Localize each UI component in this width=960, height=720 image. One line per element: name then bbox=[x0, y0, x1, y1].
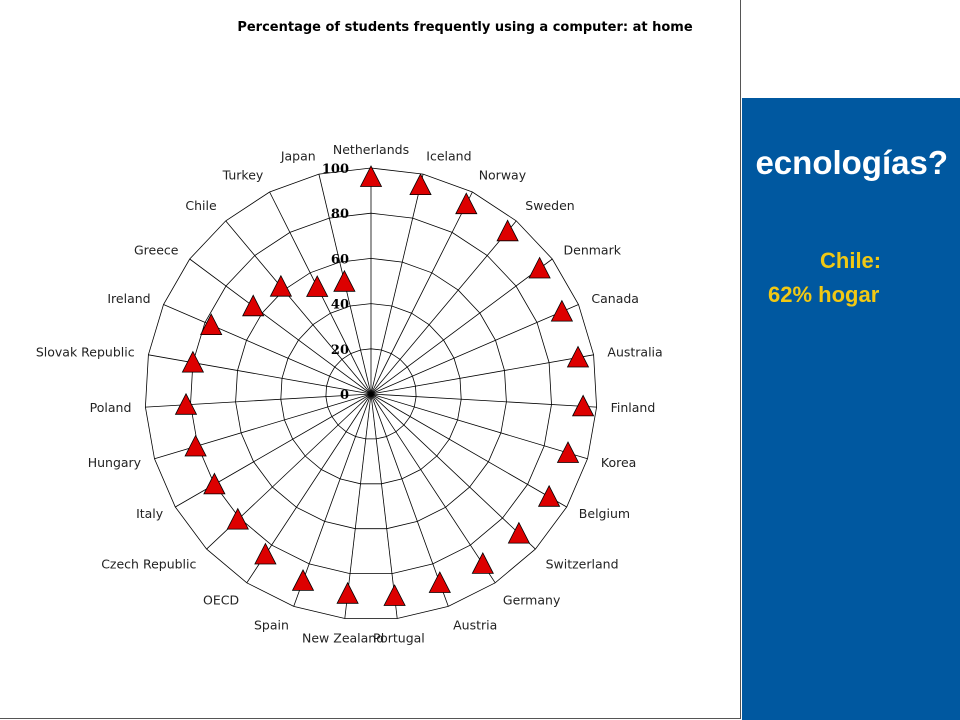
data-marker-triangle bbox=[496, 219, 519, 242]
spoke-10 bbox=[370, 393, 536, 550]
radial-tick-label: 40 bbox=[331, 298, 349, 313]
spoke-15 bbox=[293, 393, 372, 607]
spoke-7 bbox=[370, 393, 597, 408]
data-marker-triangle bbox=[200, 313, 223, 336]
spoke-2 bbox=[370, 191, 473, 395]
category-label: Netherlands bbox=[333, 142, 409, 157]
category-label: Chile bbox=[185, 198, 217, 213]
category-label: Portugal bbox=[373, 630, 425, 645]
category-label: Iceland bbox=[426, 149, 471, 164]
spoke-20 bbox=[145, 393, 372, 408]
spoke-4 bbox=[370, 258, 553, 395]
chile-highlight-value: 62% hogar bbox=[768, 282, 880, 307]
spoke-23 bbox=[189, 258, 372, 395]
spoke-8 bbox=[370, 393, 588, 460]
spoke-11 bbox=[370, 393, 496, 584]
category-label: Italy bbox=[136, 506, 164, 521]
data-markers bbox=[174, 165, 595, 606]
blue-side-panel bbox=[742, 98, 960, 720]
category-label: Hungary bbox=[88, 455, 142, 470]
radial-tick-label: 20 bbox=[331, 343, 349, 358]
category-label: New Zealand bbox=[302, 630, 384, 645]
category-label: Slovak Republic bbox=[36, 344, 135, 359]
category-label: Spain bbox=[254, 618, 289, 633]
category-label: Australia bbox=[607, 344, 662, 359]
category-label: Austria bbox=[453, 618, 497, 633]
category-label: Korea bbox=[601, 455, 636, 470]
radial-tick-label: 60 bbox=[331, 252, 349, 267]
data-marker-triangle bbox=[174, 392, 198, 415]
data-marker-triangle bbox=[409, 173, 432, 196]
category-label: Turkey bbox=[222, 168, 264, 183]
data-marker-triangle bbox=[566, 345, 590, 368]
chart-frame bbox=[0, 0, 741, 719]
spoke-24 bbox=[225, 220, 372, 395]
category-label: Czech Republic bbox=[101, 557, 196, 572]
category-labels: Netherlands Iceland Norway Sweden Denmark Can… bbox=[36, 142, 663, 645]
radar-grid bbox=[144, 167, 598, 619]
category-label: Norway bbox=[479, 168, 527, 183]
spoke-14 bbox=[344, 393, 372, 619]
category-label: Switzerland bbox=[546, 557, 619, 572]
data-marker-triangle bbox=[537, 484, 561, 507]
grid-ring-60 bbox=[235, 257, 507, 530]
slide-title-text: ecnologías? bbox=[755, 144, 948, 181]
data-marker-triangle bbox=[254, 542, 277, 565]
chile-highlight-label: Chile: bbox=[820, 248, 882, 273]
data-marker-triangle bbox=[428, 571, 451, 593]
data-marker-triangle bbox=[203, 472, 226, 495]
radar-chart: Netherlands Iceland Norway Sweden Denmark Can… bbox=[36, 142, 663, 645]
category-label: Denmark bbox=[564, 243, 622, 258]
radial-tick-label: 100 bbox=[322, 162, 349, 177]
spoke-21 bbox=[148, 354, 372, 395]
spoke-18 bbox=[175, 393, 372, 508]
spoke-13 bbox=[370, 393, 398, 619]
grid-ring-80 bbox=[190, 212, 552, 574]
spoke-3 bbox=[370, 220, 517, 395]
category-label: Ireland bbox=[107, 291, 150, 306]
category-label: Japan bbox=[280, 149, 316, 164]
slide-title: ecnologías? bbox=[742, 98, 960, 228]
category-label: Finland bbox=[611, 400, 656, 415]
data-marker-triangle bbox=[571, 394, 595, 417]
chart-title: Percentage of students frequently using … bbox=[237, 20, 693, 35]
category-label: Canada bbox=[591, 291, 639, 306]
data-marker-triangle bbox=[226, 507, 249, 530]
radial-tick-labels: 0 20 40 60 80 100 bbox=[322, 162, 349, 403]
grid-ring-40 bbox=[280, 303, 462, 485]
data-marker-triangle bbox=[333, 269, 356, 292]
data-marker-triangle bbox=[556, 441, 580, 463]
data-marker-triangle bbox=[242, 294, 265, 317]
data-marker-triangle bbox=[455, 192, 478, 215]
radial-tick-label: 0 bbox=[340, 388, 349, 403]
grid-ring-100 bbox=[144, 167, 598, 619]
spoke-5 bbox=[370, 304, 579, 395]
spoke-12 bbox=[370, 393, 449, 607]
category-label: Sweden bbox=[525, 198, 574, 213]
data-marker-triangle bbox=[550, 299, 574, 322]
data-marker-triangle bbox=[359, 165, 383, 187]
data-marker-triangle bbox=[184, 434, 207, 457]
category-label: OECD bbox=[203, 593, 239, 608]
spoke-6 bbox=[370, 354, 594, 395]
spoke-1 bbox=[370, 174, 424, 395]
data-marker-triangle bbox=[306, 275, 329, 297]
category-label: Poland bbox=[90, 400, 132, 415]
radial-tick-label: 80 bbox=[331, 207, 349, 222]
spoke-9 bbox=[370, 393, 567, 508]
category-label: Greece bbox=[134, 243, 179, 258]
data-marker-triangle bbox=[269, 274, 293, 297]
data-marker-triangle bbox=[336, 581, 359, 604]
grid-ring-20 bbox=[325, 348, 417, 440]
data-marker-triangle bbox=[383, 584, 406, 606]
category-label: Germany bbox=[503, 593, 561, 608]
spoke-22 bbox=[163, 304, 372, 395]
data-marker-triangle bbox=[181, 350, 205, 373]
data-marker-triangle bbox=[507, 521, 531, 544]
data-marker-triangle bbox=[528, 256, 551, 279]
data-marker-triangle bbox=[291, 569, 315, 591]
data-marker-triangle bbox=[471, 552, 494, 574]
category-label: Belgium bbox=[579, 506, 630, 521]
